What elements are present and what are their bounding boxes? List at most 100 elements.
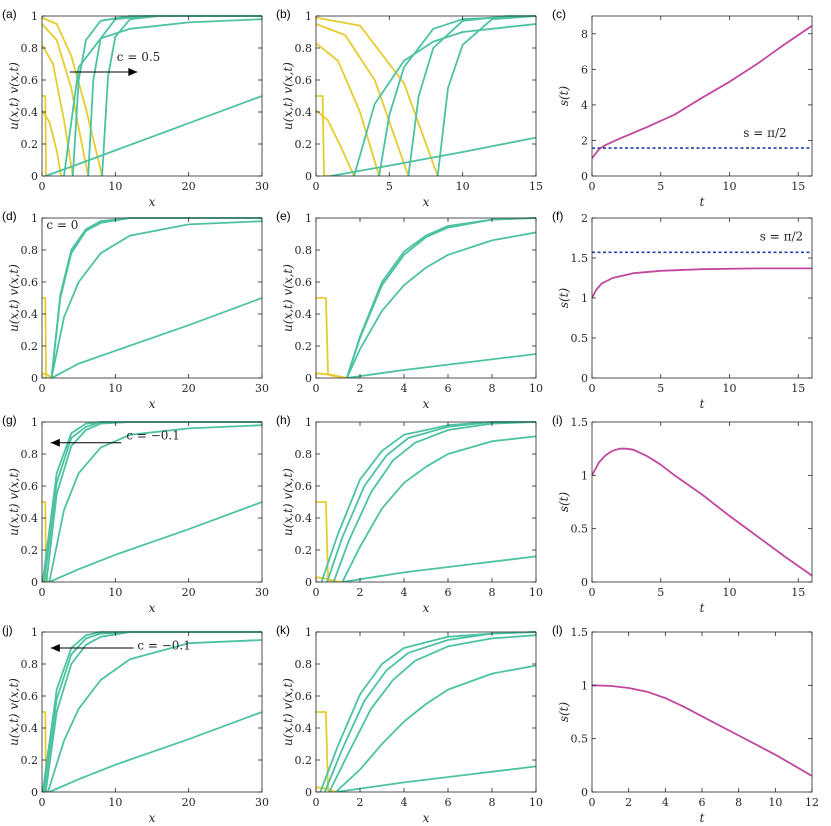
x-tick-label: 0 (39, 382, 46, 395)
u-series-line (42, 711, 50, 792)
x-tick-label: 2 (357, 796, 364, 809)
panel-b: (b) 0 5 10 15 0 0.2 0.4 0.6 0.8 1 x u(x,t) v(x,t) (276, 7, 543, 209)
y-axis-label: u(x,t) v(x,t) (281, 62, 295, 130)
panel-label: (l) (552, 623, 563, 637)
panel-c: (c) 0 5 10 15 0 2 4 6 8 t s(t) s = π/2 (552, 7, 813, 209)
x-tick-label: 0 (39, 180, 46, 193)
y-tick-label: 0.2 (295, 754, 313, 767)
u-series-line (316, 95, 331, 176)
x-tick-label: 0 (39, 796, 46, 809)
v-series-line (345, 217, 536, 378)
y-tick-label: 0.4 (21, 512, 39, 525)
s-series-line (592, 25, 812, 159)
v-series-line (328, 634, 536, 792)
y-tick-label: 0.6 (21, 276, 39, 289)
x-axis-label: x (149, 397, 156, 411)
y-tick-label: 8 (581, 28, 588, 41)
u-series-line (316, 297, 347, 378)
y-tick-label: 0.8 (295, 42, 313, 55)
x-axis-label: x (149, 811, 156, 825)
v-series-line (63, 18, 262, 176)
x-tick-label: 20 (182, 586, 196, 599)
x-tick-label: 8 (489, 382, 496, 395)
v-series-line (326, 421, 536, 582)
x-tick-label: 10 (768, 796, 782, 809)
y-tick-label: 4 (581, 99, 588, 112)
y-tick-label: 0.2 (21, 340, 39, 353)
y-tick-label: 2 (581, 212, 588, 225)
axes-frame (591, 15, 813, 177)
s-series-line (592, 684, 812, 777)
x-tick-label: 10 (723, 180, 737, 193)
x-tick-label: 8 (735, 796, 742, 809)
x-tick-label: 20 (182, 180, 196, 193)
x-tick-label: 15 (791, 586, 805, 599)
x-tick-label: 15 (791, 180, 805, 193)
y-tick-label: 1 (305, 10, 312, 23)
y-tick-label: 0.6 (295, 480, 313, 493)
y-tick-label: 0.2 (21, 544, 39, 557)
v-series-line (42, 421, 262, 582)
y-axis-label: u(x,t) v(x,t) (281, 264, 295, 332)
y-axis-label: u(x,t) v(x,t) (281, 468, 295, 536)
y-axis-label: u(x,t) v(x,t) (7, 264, 21, 332)
panel-label: (k) (276, 623, 290, 637)
y-tick-label: 1 (305, 626, 312, 639)
y-tick-label: 0.2 (21, 138, 39, 151)
x-tick-label: 0 (39, 586, 46, 599)
y-tick-label: 0.2 (295, 340, 313, 353)
y-tick-label: 0.8 (295, 448, 313, 461)
y-tick-label: 0.2 (295, 138, 313, 151)
y-tick-label: 0.4 (295, 512, 313, 525)
x-tick-label: 10 (108, 382, 122, 395)
x-tick-label: 10 (529, 796, 543, 809)
y-tick-label: 1 (305, 416, 312, 429)
y-tick-label: 0.6 (295, 690, 313, 703)
x-axis-label: t (700, 397, 705, 411)
x-tick-label: 4 (662, 796, 669, 809)
v-series-line (43, 421, 262, 582)
annotation-text: s = π/2 (743, 126, 786, 140)
panel-label: (h) (276, 413, 291, 427)
panel-l: (l) 0 2 4 6 8 10 12 0 0.5 1 1.5 t s(t) (552, 623, 819, 825)
x-tick-label: 0 (589, 586, 596, 599)
x-tick-label: 2 (357, 382, 364, 395)
y-axis-label: u(x,t) v(x,t) (7, 62, 21, 130)
y-tick-label: 0 (31, 786, 38, 799)
y-tick-label: 2 (581, 134, 588, 147)
x-tick-label: 0 (589, 796, 596, 809)
v-series-line (332, 421, 536, 582)
v-series-line (50, 217, 262, 378)
u-series-line (42, 501, 50, 582)
v-series-line (342, 555, 536, 582)
y-tick-label: 1 (31, 416, 38, 429)
x-tick-label: 15 (529, 180, 543, 193)
v-series-line (51, 297, 262, 378)
x-tick-label: 10 (108, 180, 122, 193)
arrow-head (50, 644, 60, 652)
x-tick-label: 0 (589, 382, 596, 395)
x-tick-label: 10 (108, 796, 122, 809)
v-series-line (48, 501, 262, 582)
axes-frame (315, 421, 537, 583)
x-tick-label: 8 (489, 586, 496, 599)
y-tick-label: 0.6 (295, 276, 313, 289)
x-tick-label: 5 (657, 180, 664, 193)
x-tick-label: 10 (529, 586, 543, 599)
panel-g: (g) 0 10 20 30 0 0.2 0.4 0.6 0.8 1 x u(x,t) v(x,t) c … (2, 413, 269, 615)
y-axis-label: u(x,t) v(x,t) (7, 678, 21, 746)
v-series-line (345, 231, 536, 378)
v-series-line (341, 435, 536, 582)
x-axis-label: x (423, 811, 430, 825)
y-tick-label: 1 (581, 469, 588, 482)
panel-k: (k) 0 2 4 6 8 10 0 0.2 0.4 0.6 0.8 1 x u(x,t) v(x,t) (276, 623, 543, 825)
x-tick-label: 20 (182, 382, 196, 395)
panel-a: (a) 0 10 20 30 0 0.2 0.4 0.6 0.8 1 x u(x,t) v(x,t) c … (2, 7, 269, 209)
x-axis-label: x (423, 601, 430, 615)
y-tick-label: 1 (31, 212, 38, 225)
axes-frame (41, 631, 263, 793)
v-series-line (50, 217, 262, 378)
u-series-line (316, 372, 347, 378)
y-tick-label: 0.8 (21, 244, 39, 257)
